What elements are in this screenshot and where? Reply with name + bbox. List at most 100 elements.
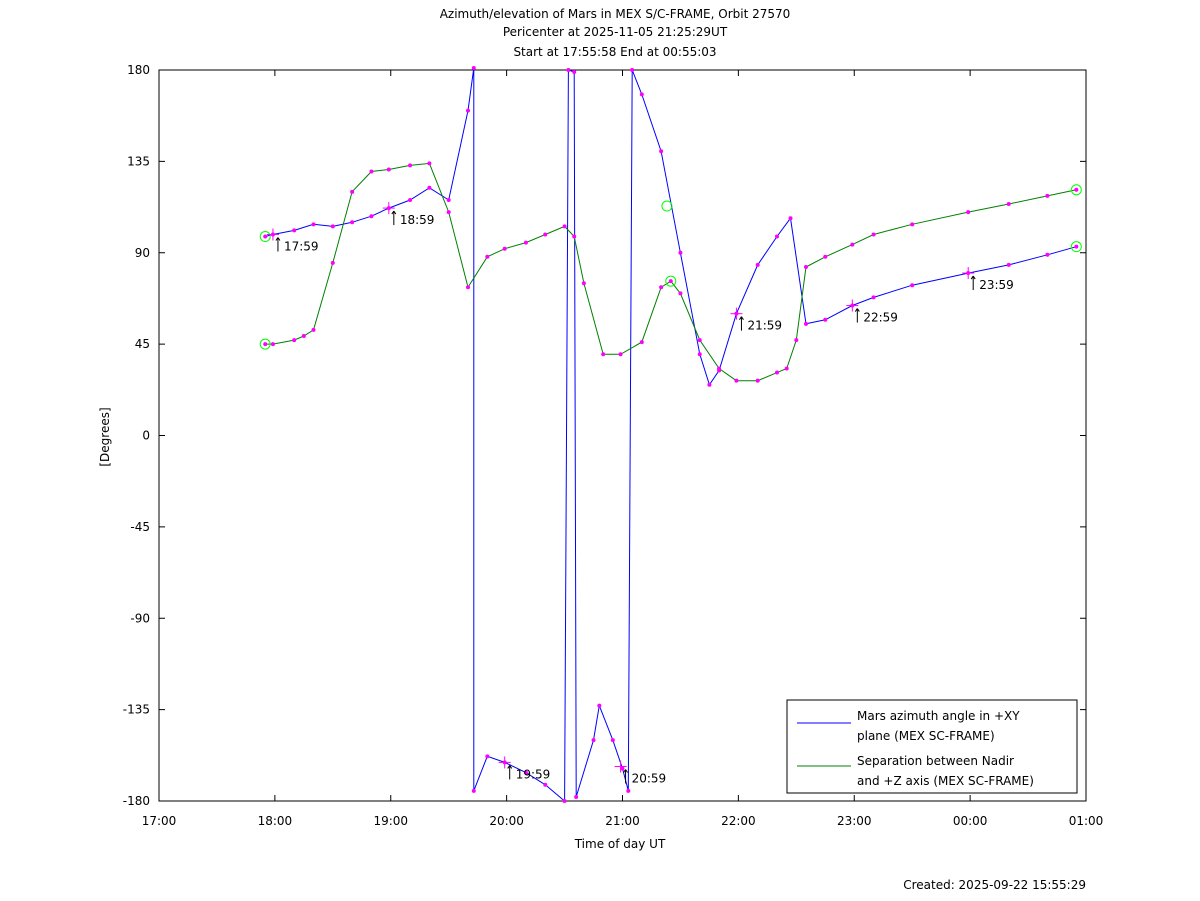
hour-label: 23:59: [979, 278, 1014, 292]
data-point: [301, 334, 306, 339]
plot-area: [158, 69, 1087, 802]
y-axis-label: [Degrees]: [98, 407, 112, 466]
data-point: [610, 738, 615, 743]
hour-label-arrow: [277, 237, 281, 241]
endpoint-marker: [1070, 184, 1082, 196]
data-point: [369, 169, 374, 174]
chart-title: Azimuth/elevation of Mars in MEX S/C-FRA…: [440, 7, 791, 59]
data-point: [566, 68, 571, 72]
data-point: [639, 340, 644, 345]
data-point: [581, 281, 586, 286]
hour-label-arrow: [856, 308, 860, 312]
legend-separation-line-2: and +Z axis (MEX SC-FRAME): [857, 774, 1034, 788]
data-point: [668, 279, 673, 284]
data-point: [292, 228, 297, 233]
hour-label-arrow: [972, 275, 976, 280]
endpoint-marker: [661, 200, 673, 212]
data-point: [523, 770, 528, 775]
data-point: [678, 250, 683, 255]
data-point: [471, 65, 476, 70]
data-point: [823, 254, 828, 259]
y-tick-label: 45: [135, 337, 150, 351]
title-line-1: Azimuth/elevation of Mars in MEX S/C-FRA…: [440, 7, 791, 21]
title-line-2: Pericenter at 2025-11-05 21:25:29UT: [503, 25, 728, 39]
data-point: [659, 285, 664, 290]
data-point: [386, 167, 391, 172]
data-point: [630, 68, 635, 72]
data-point: [823, 317, 828, 322]
data-point: [263, 234, 268, 239]
data-point: [330, 260, 335, 265]
data-point: [788, 216, 793, 221]
data-point: [263, 342, 268, 347]
legend-azimuth-line-2: plane (MEX SC-FRAME): [857, 729, 995, 743]
data-point: [784, 366, 789, 371]
data-point: [523, 240, 528, 245]
data-point: [562, 224, 567, 229]
data-point: [311, 222, 316, 227]
data-point: [1074, 244, 1079, 249]
data-point: [446, 197, 451, 202]
data-point: [572, 70, 577, 75]
x-tick-label: 19:00: [373, 814, 408, 828]
data-point: [803, 321, 808, 326]
data-point: [369, 214, 374, 219]
hour-label: 21:59: [747, 319, 782, 333]
data-point: [871, 295, 876, 300]
y-tick-label: -90: [130, 611, 150, 625]
hour-label-arrow: [507, 765, 511, 769]
data-point: [697, 352, 702, 357]
data-point: [485, 254, 490, 259]
hour-label: 20:59: [632, 771, 667, 785]
data-point: [794, 338, 799, 343]
data-point: [591, 738, 596, 743]
hour-label: 17:59: [284, 239, 319, 253]
x-tick-label: 21:00: [605, 814, 640, 828]
data-point: [803, 264, 808, 269]
data-point: [1074, 187, 1079, 192]
data-point: [270, 342, 275, 347]
data-point: [471, 788, 476, 793]
y-tick-label: -135: [123, 703, 150, 717]
endpoint-marker: [259, 338, 271, 350]
x-tick-label: 00:00: [953, 814, 988, 828]
data-point: [678, 291, 683, 296]
y-axis: 180 135 90 45 0 -45 -90 -135 -180: [123, 63, 1086, 808]
data-point: [775, 234, 779, 239]
data-point: [543, 782, 548, 787]
data-point: [350, 220, 355, 225]
data-point: [574, 794, 579, 799]
data-point: [562, 799, 567, 803]
data-point: [626, 788, 631, 793]
data-point: [639, 92, 644, 97]
endpoint-marker: [1070, 241, 1082, 253]
data-point: [966, 210, 971, 215]
legend: Mars azimuth angle in +XY plane (MEX SC-…: [786, 699, 1078, 794]
data-point: [1045, 193, 1050, 198]
data-point: [543, 232, 548, 237]
endpoint-marker: [665, 275, 677, 287]
x-tick-label: 01:00: [1069, 814, 1104, 828]
y-tick-label: 180: [127, 63, 150, 77]
data-point: [292, 338, 297, 343]
y-tick-label: 90: [135, 246, 150, 260]
y-tick-label: 135: [127, 154, 150, 168]
data-point: [408, 163, 413, 168]
data-point: [466, 108, 470, 113]
created-timestamp: Created: 2025-09-22 15:55:29: [903, 878, 1086, 892]
hour-label-arrow: [391, 210, 395, 215]
data-point: [1006, 202, 1011, 207]
series-separation: [259, 161, 1082, 383]
data-point: [350, 189, 355, 194]
hour-label-arrow: [741, 316, 744, 320]
hour-label: 18:59: [400, 213, 435, 227]
data-point: [871, 232, 876, 237]
hour-label-arrow: [854, 308, 858, 312]
legend-box: [786, 699, 1078, 794]
x-tick-label: 17:00: [142, 814, 177, 828]
series-line: [265, 67, 1077, 803]
data-point: [659, 149, 664, 154]
x-tick-label: 20:00: [489, 814, 524, 828]
data-point: [408, 197, 413, 202]
